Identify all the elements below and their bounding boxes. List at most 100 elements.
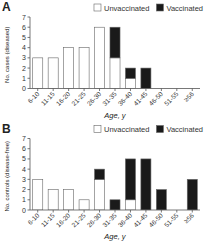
bar-segment (64, 47, 74, 48)
bar-segment (48, 190, 58, 210)
x-tick-label: 11-15 (40, 90, 57, 107)
legend-swatch (156, 4, 163, 11)
x-tick-label: 41-45 (132, 90, 149, 107)
bar-segment (125, 78, 135, 88)
y-tick-label: 7 (22, 14, 26, 21)
legend: Unvaccinated Vaccinated (94, 125, 203, 134)
legend-item: Vaccinated (156, 125, 203, 134)
x-tick (115, 89, 116, 92)
panel-label: A (2, 0, 11, 14)
y-axis-line (30, 17, 31, 89)
x-tick-label: 36-40 (116, 211, 133, 228)
bar-segment (33, 57, 43, 58)
bar-segment (79, 199, 89, 200)
legend-item: Vaccinated (156, 4, 203, 13)
x-tick (176, 210, 177, 213)
x-tick (176, 89, 177, 92)
legend-item: Unvaccinated (94, 125, 149, 134)
y-tick-label: 0 (22, 85, 26, 92)
bars (33, 159, 198, 210)
x-tick-label: 31-35 (101, 90, 118, 107)
x-tick-label: 11-15 (40, 211, 57, 228)
y-tick (28, 189, 31, 190)
x-tick (161, 89, 162, 92)
bar-segment (33, 179, 43, 180)
legend-swatch (94, 126, 101, 133)
y-tick (28, 179, 31, 180)
bar-segment (79, 200, 89, 210)
y-tick (28, 148, 31, 149)
bar-segment (125, 159, 135, 200)
x-tick-label: 31-35 (101, 211, 118, 228)
y-axis-label: No. cases (diseased) (4, 27, 10, 83)
bar-segment (125, 68, 135, 78)
bar-segment (64, 189, 74, 190)
legend: Unvaccinated Vaccinated (94, 4, 203, 13)
y-tick-label: 2 (22, 65, 26, 72)
y-tick-label: 1 (22, 196, 26, 203)
legend-label: Vaccinated (166, 125, 203, 134)
legend-item: Unvaccinated (94, 4, 149, 13)
x-tick-label: 21-25 (70, 90, 87, 107)
y-tick (28, 199, 31, 200)
panel: A012345676-1011-1516-2021-2526-3031-3536… (2, 0, 203, 120)
x-tick (145, 89, 146, 92)
x-tick (192, 210, 193, 213)
x-tick (130, 210, 131, 213)
x-axis-label: Age, y (103, 232, 127, 241)
y-tick (28, 158, 31, 159)
bar-segment (156, 190, 166, 210)
x-tick-label: 21-25 (70, 211, 87, 228)
x-tick-label: ≥56 (182, 211, 195, 224)
x-tick-label: 6-10 (26, 211, 40, 225)
y-tick (28, 138, 31, 139)
legend-label: Unvaccinated (104, 125, 149, 134)
y-tick-label: 6 (22, 145, 26, 152)
x-tick (115, 210, 116, 213)
bar-segment (95, 179, 105, 210)
x-tick (84, 210, 85, 213)
y-tick-label: 1 (22, 75, 26, 82)
y-tick-label: 3 (22, 54, 26, 61)
y-axis-label: No. controls (disease-free) (4, 141, 10, 212)
x-tick (37, 89, 38, 92)
x-tick (68, 210, 69, 213)
x-tick (145, 210, 146, 213)
x-tick (37, 210, 38, 213)
y-tick-label: 2 (22, 186, 26, 193)
x-tick-label: 26-30 (86, 90, 103, 107)
y-tick-label: 4 (22, 44, 26, 51)
bar-segment (64, 190, 74, 210)
bar-segment (95, 169, 105, 179)
x-tick-label: 41-45 (132, 211, 149, 228)
x-tick-label: 6-10 (26, 90, 40, 104)
bars (33, 27, 151, 88)
bar-segment (110, 200, 120, 210)
x-tick (53, 210, 54, 213)
bar-segment (33, 179, 43, 210)
bar-segment (95, 27, 105, 88)
x-tick (53, 89, 54, 92)
figure: A012345676-1011-1516-2021-2526-3031-3536… (0, 0, 206, 243)
bar-segment (48, 57, 58, 58)
y-tick (28, 88, 31, 89)
panel-label: B (2, 122, 11, 136)
bar-segment (79, 48, 89, 89)
y-tick (28, 47, 31, 48)
bar-segment (141, 159, 151, 210)
x-tick (192, 89, 193, 92)
bar-segment (110, 58, 120, 89)
bar-segment (79, 47, 89, 48)
y-tick-label: 5 (22, 155, 26, 162)
y-tick (28, 17, 31, 18)
legend-label: Vaccinated (166, 4, 203, 13)
y-axis-line (30, 139, 31, 211)
bar-segment (48, 189, 58, 190)
x-tick-label: ≥56 (182, 90, 195, 103)
bar-segment (125, 200, 135, 210)
y-tick (28, 169, 31, 170)
x-tick-label: 46-50 (147, 211, 164, 228)
y-tick (28, 210, 31, 211)
x-tick-label: 16-20 (55, 211, 72, 228)
x-tick-label: 46-50 (147, 90, 164, 107)
